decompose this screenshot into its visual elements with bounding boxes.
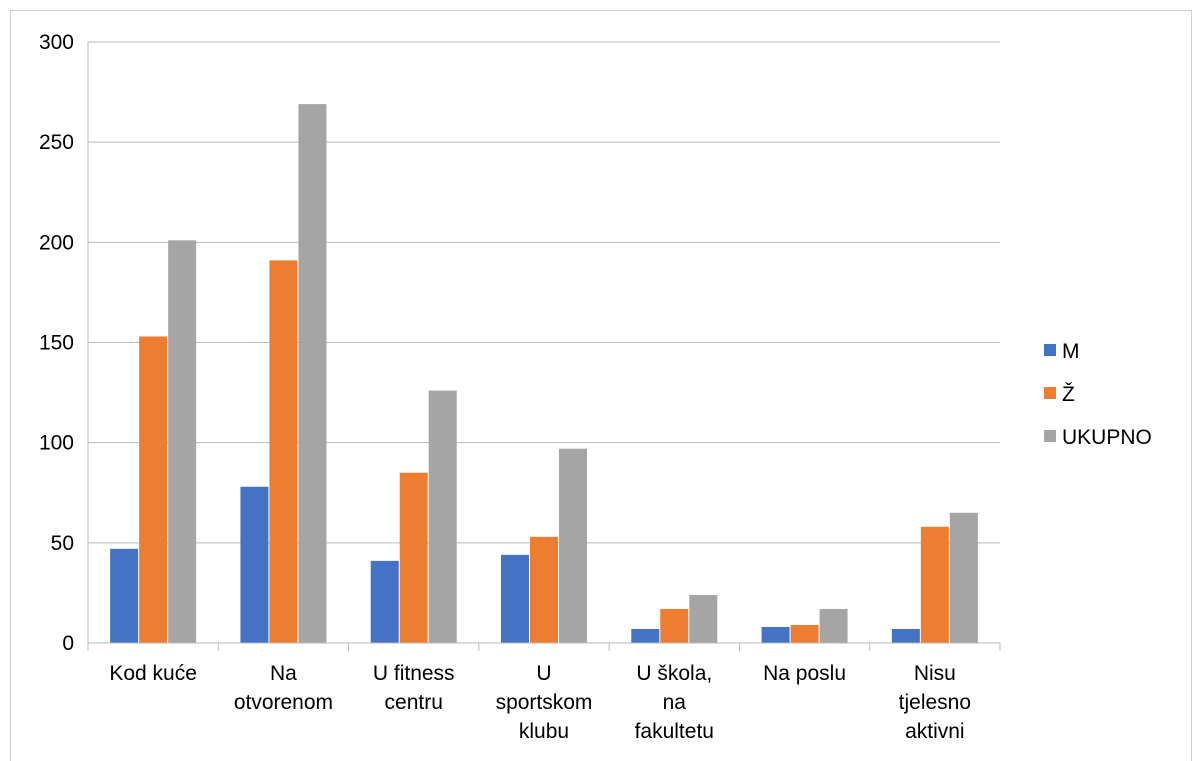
x-tick-label: Kod kuće (109, 662, 197, 685)
bar-ukupno (559, 448, 587, 643)
axes (87, 42, 1001, 651)
bar-ukupno (949, 512, 978, 643)
x-tick-label-line: Na (270, 662, 297, 685)
x-tick-label: U fitness centru (373, 662, 455, 714)
x-tick-label-line: Nisu (914, 662, 956, 685)
x-tick-label-line: klubu (519, 720, 569, 743)
bar-m (370, 560, 399, 643)
x-tick-label-line: na (663, 691, 687, 714)
legend-label-ž: Ž (1062, 383, 1075, 406)
bar-m (110, 548, 139, 643)
bar-m (501, 554, 529, 643)
bar-ukupno (428, 390, 457, 643)
y-tick-label: 200 (39, 231, 74, 254)
bar-m (240, 486, 269, 643)
bar-ukupno (819, 608, 848, 643)
x-tick-label: U škola, na fakultetu (635, 662, 714, 743)
y-tick-label: 0 (62, 632, 74, 655)
bar-m (631, 628, 660, 643)
x-tick-label-line: Na poslu (763, 662, 846, 685)
bar-ž (920, 526, 949, 643)
bar-ž (139, 336, 168, 643)
x-tick-label-line: sportskom (496, 691, 593, 714)
x-tick-label-line: otvorenom (234, 691, 333, 714)
x-tick-label: Na poslu (763, 662, 846, 685)
x-tick-label-line: tjelesno (899, 691, 971, 714)
x-tick-labels: Kod kuće Na otvorenom U fitness centru U sport… (109, 662, 971, 743)
legend-swatch-ž (1044, 387, 1056, 399)
bar-m (761, 626, 790, 643)
x-tick-label-line: aktivni (905, 720, 965, 743)
x-tick-label-line: centru (385, 691, 443, 714)
bar-ž (660, 608, 689, 643)
y-tick-label: 50 (51, 532, 74, 555)
legend-label-m: M (1062, 340, 1080, 363)
bar-ukupno (168, 240, 197, 643)
bar-ukupno (298, 104, 327, 643)
bars (110, 104, 978, 643)
legend-swatch-m (1044, 344, 1056, 356)
y-tick-label: 300 (39, 31, 74, 54)
legend: MŽ UKUPNO (1044, 340, 1152, 449)
bar-ž (399, 472, 428, 643)
bar-ž (530, 536, 558, 643)
legend-label-ukupno: UKUPNO (1062, 426, 1152, 449)
legend-swatch-ukupno (1044, 430, 1056, 442)
x-tick-label-line: U fitness (373, 662, 455, 685)
y-tick-label: 150 (39, 332, 74, 355)
bar-ukupno (689, 594, 718, 643)
x-tick-label-line: U škola, (636, 662, 712, 685)
y-tick-labels: 0 50 100 150 200 250 300 (39, 31, 74, 655)
x-tick-label: Nisu tjelesno aktivni (899, 662, 971, 743)
bar-m (891, 628, 920, 643)
x-tick-label-line: fakultetu (635, 720, 714, 743)
bar-ž (790, 624, 819, 643)
gridlines (88, 41, 1000, 544)
x-tick-label-line: Kod kuće (109, 662, 197, 685)
y-tick-label: 100 (39, 432, 74, 455)
bar-ž (269, 260, 298, 643)
x-tick-label-line: U (536, 662, 551, 685)
y-tick-label: 250 (39, 131, 74, 154)
x-tick-label: Na otvorenom (234, 662, 333, 714)
